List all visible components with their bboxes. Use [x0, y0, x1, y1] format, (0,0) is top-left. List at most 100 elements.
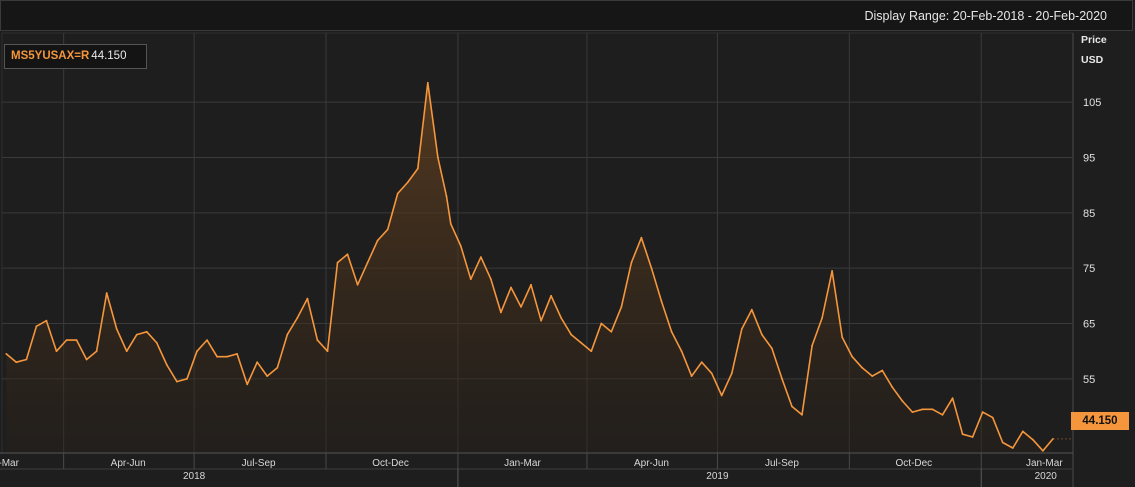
data-point [570, 333, 573, 336]
data-point [821, 317, 823, 319]
data-point [386, 228, 389, 231]
data-point [186, 377, 188, 380]
data-point [449, 223, 452, 225]
data-point [135, 333, 138, 336]
data-point [670, 330, 673, 333]
data-point [961, 433, 964, 436]
y-tick-label: 75 [1083, 263, 1095, 275]
data-point [145, 330, 148, 333]
data-point [971, 436, 974, 438]
data-point [296, 317, 299, 319]
data-point [841, 336, 844, 339]
data-point [236, 353, 239, 355]
data-point [811, 344, 813, 347]
data-point [25, 358, 28, 361]
data-point [366, 261, 369, 264]
series-layer [5, 81, 1073, 454]
data-point [266, 375, 269, 377]
data-point [256, 361, 259, 364]
data-point [941, 413, 944, 416]
y-tick-label: 65 [1083, 319, 1095, 331]
data-point [660, 300, 663, 303]
data-point [730, 372, 733, 375]
x-tick-label: Apr-Jun [111, 458, 146, 469]
data-point [216, 355, 219, 358]
data-point [125, 350, 128, 353]
data-point [406, 181, 409, 184]
data-point [75, 339, 78, 341]
data-point [426, 81, 429, 84]
data-point [690, 375, 693, 377]
data-point [459, 245, 462, 247]
y-axis-title: Price [1081, 34, 1107, 46]
data-point [480, 256, 482, 258]
x-tick-label: Oct-Dec [372, 458, 409, 469]
data-point [761, 333, 763, 336]
x-tick-label: Jan-Mar [504, 458, 541, 469]
data-point [336, 261, 339, 264]
x-tick-label: Oct-Dec [896, 458, 933, 469]
data-point [500, 311, 502, 314]
y-tick-label: 95 [1083, 153, 1095, 165]
axis-layer: 55 65 75 85 95 105 Jan-Mar Apr-Jun Jul-Sep Oct-De… [0, 97, 1101, 487]
data-point [396, 192, 399, 195]
x-tick-label: Jan-Mar [0, 458, 20, 469]
data-point [710, 372, 713, 375]
data-point [115, 328, 118, 330]
series-line [5, 82, 1054, 452]
data-point [560, 317, 563, 319]
data-point [55, 350, 58, 353]
data-point [196, 350, 198, 353]
data-point [771, 347, 773, 350]
data-point [105, 292, 108, 294]
x-year-label: 2020 [1035, 471, 1058, 482]
data-point [630, 261, 633, 264]
x-tick-label: Jul-Sep [242, 458, 276, 469]
data-point [981, 411, 984, 413]
data-point [520, 306, 522, 308]
y-axis-unit: USD [1081, 54, 1104, 66]
data-point [650, 267, 653, 270]
y-tick-label: 55 [1083, 374, 1095, 386]
data-point [206, 339, 208, 341]
data-point [1042, 449, 1044, 452]
data-point [831, 270, 833, 272]
data-point [801, 413, 803, 416]
data-point [1021, 430, 1024, 433]
data-point [306, 297, 309, 300]
data-point [680, 350, 683, 353]
data-point [740, 328, 743, 330]
data-point [921, 408, 924, 411]
data-point [276, 366, 279, 369]
data-point [1001, 441, 1004, 444]
x-year-label: 2019 [706, 471, 729, 482]
data-point [226, 355, 229, 358]
data-point [540, 319, 542, 322]
series-legend[interactable]: MS5YUSAX=R 44.150 [4, 44, 147, 69]
data-point [65, 339, 68, 341]
header-bar: Display Range: 20-Feb-2018 - 20-Feb-2020 [0, 0, 1133, 31]
data-point [1011, 447, 1014, 449]
data-point [437, 156, 439, 159]
data-point [1032, 438, 1034, 441]
data-point [851, 355, 854, 358]
data-point [35, 325, 38, 328]
data-point [911, 411, 914, 413]
y-tick-label: 85 [1083, 208, 1095, 220]
data-point [700, 361, 703, 364]
data-point [15, 361, 18, 364]
display-range-label[interactable]: Display Range: 20-Feb-2018 - 20-Feb-2020 [864, 9, 1108, 23]
data-point [640, 236, 643, 239]
data-point [155, 342, 158, 344]
data-point [610, 330, 613, 333]
data-point [286, 333, 289, 336]
data-point [95, 350, 98, 353]
data-point [316, 339, 319, 341]
data-point [891, 386, 894, 389]
data-point [550, 294, 552, 297]
data-point [416, 167, 419, 170]
data-point [991, 416, 994, 419]
data-point [530, 283, 532, 286]
